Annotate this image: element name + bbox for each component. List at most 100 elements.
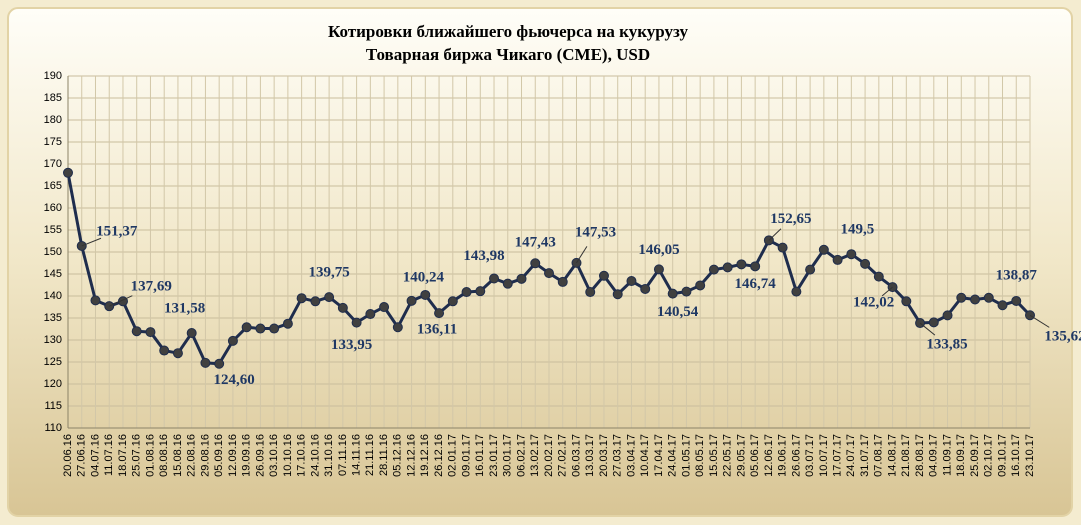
x-tick-label: 21.11.16 bbox=[364, 434, 376, 476]
data-point bbox=[983, 292, 994, 303]
x-tick-label: 17.10.16 bbox=[296, 434, 308, 477]
data-point bbox=[241, 322, 252, 333]
x-tick-label: 20.06.16 bbox=[62, 434, 74, 477]
data-point bbox=[227, 335, 238, 346]
data-point bbox=[282, 318, 293, 329]
data-point bbox=[434, 308, 445, 319]
data-point bbox=[640, 283, 651, 294]
data-label: 133,85 bbox=[926, 336, 967, 352]
y-tick-label: 150 bbox=[44, 246, 62, 258]
leader-line bbox=[881, 286, 893, 297]
x-tick-label: 22.08.16 bbox=[186, 434, 198, 477]
data-point bbox=[653, 264, 664, 275]
y-tick-label: 130 bbox=[44, 334, 62, 346]
data-point bbox=[791, 286, 802, 297]
x-tick-label: 13.03.17 bbox=[584, 434, 596, 477]
x-tick-label: 10.07.17 bbox=[818, 434, 830, 477]
data-label: 131,58 bbox=[164, 300, 205, 316]
data-point bbox=[489, 273, 500, 284]
x-tick-label: 03.04.17 bbox=[625, 434, 637, 477]
data-point bbox=[681, 286, 692, 297]
x-tick-label: 28.08.17 bbox=[914, 434, 926, 477]
x-tick-label: 05.09.16 bbox=[213, 434, 225, 477]
x-tick-label: 16.01.17 bbox=[474, 434, 486, 477]
data-point bbox=[901, 296, 912, 307]
x-tick-label: 01.05.17 bbox=[680, 434, 692, 477]
data-point bbox=[337, 302, 348, 313]
data-label: 140,24 bbox=[403, 269, 445, 285]
x-tick-label: 27.03.17 bbox=[612, 434, 624, 477]
data-point bbox=[708, 264, 719, 275]
data-point bbox=[805, 264, 816, 275]
data-label: 143,98 bbox=[463, 248, 504, 264]
data-point bbox=[530, 258, 541, 269]
data-point bbox=[942, 310, 953, 321]
x-tick-label: 26.06.17 bbox=[790, 434, 802, 477]
data-point bbox=[475, 286, 486, 297]
leader-line bbox=[768, 228, 782, 241]
y-tick-label: 175 bbox=[44, 136, 62, 148]
x-tick-label: 13.02.17 bbox=[529, 434, 541, 477]
x-tick-label: 08.08.16 bbox=[158, 434, 170, 477]
y-tick-label: 120 bbox=[44, 378, 62, 390]
x-tick-label: 03.07.17 bbox=[804, 434, 816, 477]
data-label: 124,60 bbox=[214, 372, 255, 388]
x-tick-label: 27.06.16 bbox=[76, 434, 88, 477]
y-tick-label: 180 bbox=[44, 114, 62, 126]
data-point bbox=[832, 254, 843, 265]
data-point bbox=[750, 261, 761, 272]
data-point bbox=[818, 244, 829, 255]
y-tick-label: 110 bbox=[44, 422, 62, 434]
data-label: 151,37 bbox=[96, 223, 138, 239]
x-tick-label: 11.07.16 bbox=[103, 434, 115, 476]
x-tick-label: 21.08.17 bbox=[900, 434, 912, 477]
y-tick-label: 140 bbox=[44, 290, 62, 302]
x-tick-label: 05.12.16 bbox=[392, 434, 404, 477]
data-point bbox=[296, 293, 307, 304]
x-tick-label: 24.10.16 bbox=[309, 434, 321, 477]
data-label: 146,74 bbox=[735, 276, 777, 292]
data-point bbox=[928, 317, 939, 328]
x-tick-label: 28.11.16 bbox=[378, 434, 390, 476]
x-tick-label: 23.10.17 bbox=[1024, 434, 1036, 477]
data-label: 149,5 bbox=[840, 222, 874, 238]
data-point bbox=[406, 295, 417, 306]
data-label: 136,11 bbox=[417, 322, 457, 338]
data-point bbox=[351, 317, 362, 328]
data-point bbox=[956, 292, 967, 303]
x-tick-label: 17.07.17 bbox=[832, 434, 844, 477]
x-tick-label: 07.11.16 bbox=[337, 434, 349, 476]
x-tick-label: 31.10.16 bbox=[323, 434, 335, 477]
leader-line bbox=[919, 322, 936, 336]
x-tick-label: 12.06.17 bbox=[763, 434, 775, 477]
x-tick-label: 12.12.16 bbox=[405, 434, 417, 477]
data-point bbox=[777, 242, 788, 253]
leader-line bbox=[109, 295, 133, 307]
y-tick-label: 125 bbox=[44, 356, 62, 368]
data-point bbox=[63, 167, 73, 178]
x-tick-label: 25.09.17 bbox=[969, 434, 981, 477]
data-point bbox=[695, 280, 706, 291]
data-point bbox=[846, 249, 857, 260]
x-tick-label: 15.08.16 bbox=[172, 434, 184, 477]
x-tick-label: 18.09.17 bbox=[955, 434, 967, 477]
x-tick-label: 06.03.17 bbox=[570, 434, 582, 477]
y-tick-label: 165 bbox=[44, 180, 62, 192]
data-point bbox=[365, 309, 376, 320]
data-point bbox=[200, 357, 211, 368]
leader-line bbox=[1029, 314, 1050, 328]
x-tick-label: 29.08.16 bbox=[199, 434, 211, 477]
leader-line bbox=[576, 246, 588, 264]
data-point bbox=[324, 292, 335, 303]
x-tick-label: 19.12.16 bbox=[419, 434, 431, 477]
x-tick-label: 23.01.17 bbox=[488, 434, 500, 477]
x-tick-label: 01.08.16 bbox=[144, 434, 156, 477]
data-point bbox=[997, 300, 1008, 311]
x-tick-label: 07.08.17 bbox=[873, 434, 885, 477]
x-tick-label: 20.02.17 bbox=[543, 434, 555, 477]
data-point bbox=[860, 258, 871, 269]
x-tick-label: 30.01.17 bbox=[502, 434, 514, 477]
x-tick-label: 12.09.16 bbox=[227, 434, 239, 477]
